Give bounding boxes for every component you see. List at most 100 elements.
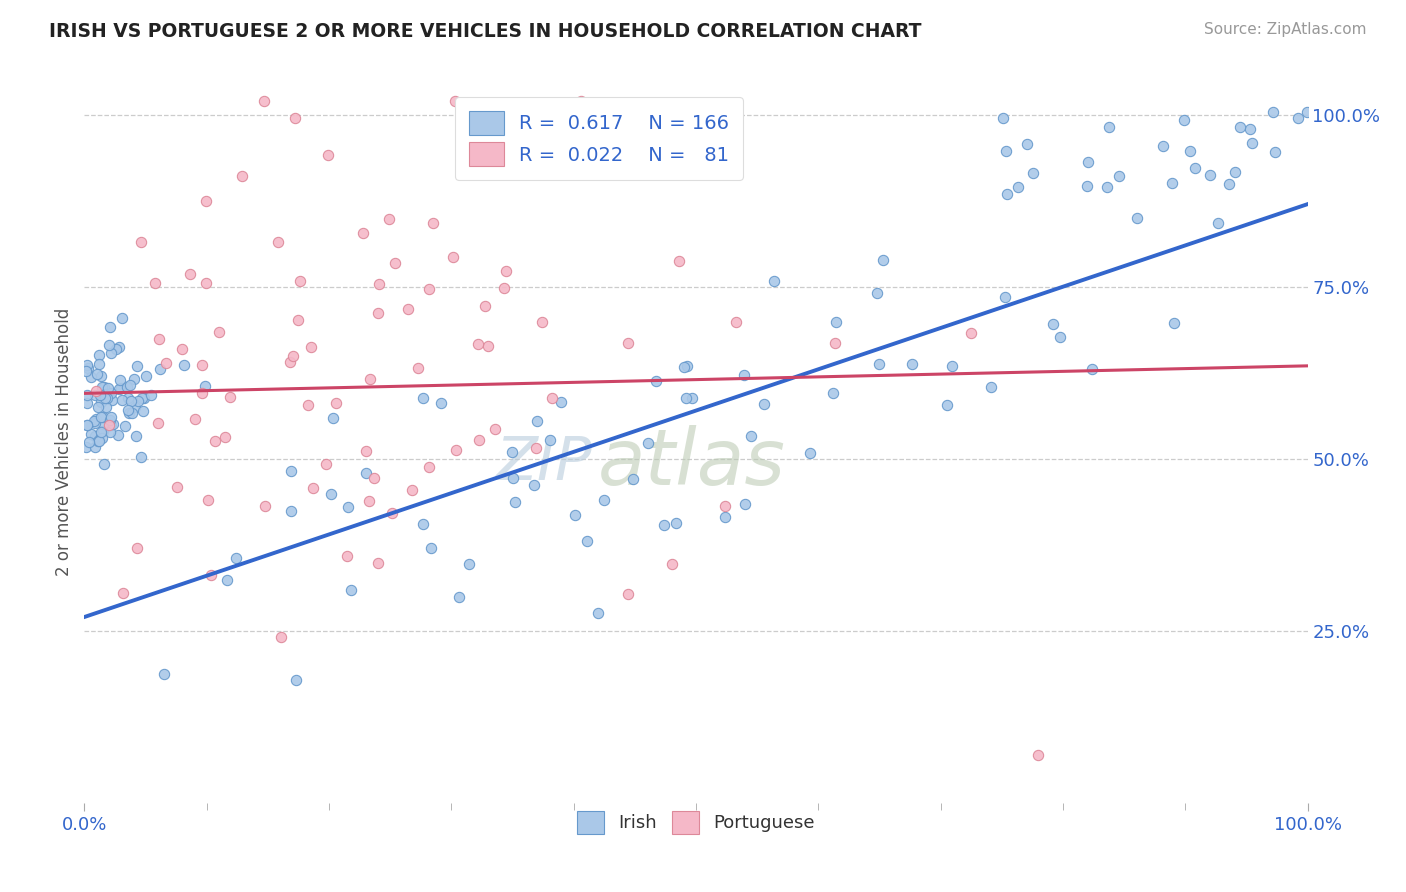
- Point: [100, 410, 122, 425]
- Point: [1108, 169, 1130, 183]
- Point: [90, 425, 112, 439]
- Point: [1081, 362, 1104, 376]
- Point: [681, 391, 703, 405]
- Point: [80, 427, 103, 442]
- Point: [131, 450, 153, 464]
- Point: [740, 429, 762, 443]
- Point: [315, 458, 337, 472]
- Point: [661, 558, 683, 572]
- Point: [868, 358, 890, 372]
- Text: ZIP: ZIP: [495, 434, 592, 492]
- Point: [288, 274, 311, 288]
- Point: [523, 477, 546, 491]
- Point: [281, 349, 304, 363]
- Point: [713, 500, 735, 514]
- Point: [148, 332, 170, 346]
- Point: [449, 590, 471, 604]
- Point: [191, 386, 214, 401]
- Point: [352, 226, 374, 240]
- Point: [107, 427, 129, 442]
- Point: [204, 434, 226, 449]
- Point: [1239, 121, 1261, 136]
- Point: [91, 417, 114, 432]
- Point: [155, 356, 177, 370]
- Point: [467, 433, 489, 447]
- Point: [84, 416, 107, 430]
- Point: [645, 375, 668, 389]
- Point: [418, 282, 440, 296]
- Point: [124, 429, 146, 443]
- Point: [762, 274, 785, 288]
- Point: [941, 359, 963, 373]
- Point: [492, 281, 515, 295]
- Point: [980, 379, 1002, 393]
- Point: [121, 406, 143, 420]
- Point: [98, 319, 121, 334]
- Point: [336, 549, 359, 563]
- Point: [1286, 111, 1309, 125]
- Point: [1261, 105, 1284, 120]
- Point: [734, 497, 756, 511]
- Point: [477, 339, 499, 353]
- Point: [378, 212, 401, 227]
- Point: [214, 430, 236, 444]
- Point: [652, 518, 675, 533]
- Point: [76, 417, 98, 432]
- Point: [107, 383, 129, 397]
- Point: [77, 434, 100, 449]
- Point: [280, 504, 302, 518]
- Point: [1264, 145, 1286, 160]
- Point: [302, 481, 325, 495]
- Point: [872, 252, 894, 267]
- Point: [526, 414, 548, 428]
- Point: [110, 392, 132, 407]
- Point: [153, 667, 176, 681]
- Point: [120, 394, 142, 409]
- Point: [422, 216, 444, 230]
- Point: [475, 159, 498, 173]
- Legend: Irish, Portuguese: Irish, Portuguese: [569, 805, 823, 841]
- Point: [93, 387, 115, 401]
- Point: [80, 370, 103, 384]
- Point: [75, 364, 97, 378]
- Point: [540, 391, 562, 405]
- Point: [215, 574, 238, 588]
- Text: Source: ZipAtlas.com: Source: ZipAtlas.com: [1204, 22, 1367, 37]
- Point: [401, 483, 423, 497]
- Point: [357, 494, 380, 508]
- Text: atlas: atlas: [598, 425, 786, 501]
- Point: [91, 424, 114, 438]
- Point: [322, 410, 344, 425]
- Point: [93, 380, 115, 394]
- Point: [363, 471, 385, 485]
- Point: [115, 380, 138, 394]
- Point: [412, 516, 434, 531]
- Point: [495, 264, 517, 278]
- Point: [76, 387, 98, 401]
- Point: [139, 387, 162, 401]
- Point: [1240, 136, 1263, 151]
- Y-axis label: 2 or more Vehicles in Household: 2 or more Vehicles in Household: [55, 308, 73, 575]
- Point: [114, 418, 136, 433]
- Point: [1163, 316, 1185, 330]
- Point: [84, 384, 107, 398]
- Point: [86, 367, 108, 381]
- Point: [299, 340, 322, 354]
- Point: [76, 417, 98, 432]
- Point: [1022, 166, 1045, 180]
- Point: [86, 411, 108, 425]
- Point: [1077, 154, 1099, 169]
- Point: [83, 414, 105, 428]
- Point: [621, 472, 644, 486]
- Point: [1295, 104, 1317, 119]
- Point: [297, 398, 319, 412]
- Point: [1218, 178, 1240, 192]
- Point: [367, 306, 389, 320]
- Point: [76, 396, 98, 410]
- Point: [1126, 211, 1149, 226]
- Point: [672, 360, 695, 375]
- Point: [575, 534, 598, 549]
- Point: [538, 433, 561, 447]
- Point: [84, 440, 107, 454]
- Point: [90, 409, 112, 424]
